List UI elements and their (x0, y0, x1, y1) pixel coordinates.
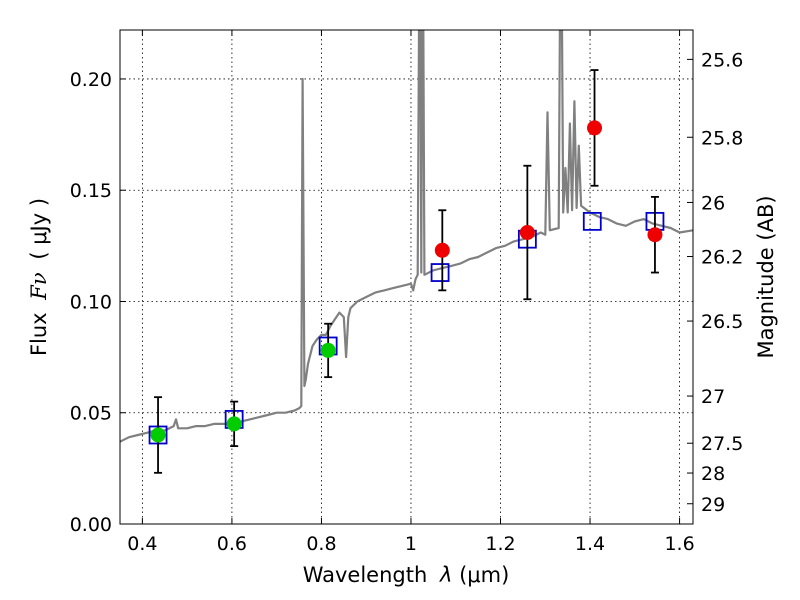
y2-axis-label: Magnitude (AB) (754, 195, 778, 358)
y-tick-label: 0.05 (70, 403, 112, 425)
y2-tick-label: 27 (701, 386, 725, 408)
x-axis-label-text: Wavelength (303, 563, 428, 587)
x-tick-label: 1.6 (664, 533, 694, 555)
plot-frame (119, 29, 694, 525)
plot-background (120, 30, 693, 524)
x-tick-label: 1 (405, 533, 417, 555)
y-axis-label: Flux Fν ( μJy ) (27, 198, 51, 356)
grid (120, 30, 693, 525)
photometry-point (434, 242, 450, 258)
y2-tick-label: 26.5 (701, 311, 743, 333)
y-axis-label-text: Flux (27, 312, 51, 356)
model-photometry-square (582, 211, 602, 231)
x-axis-label: Wavelength λ (μm) (303, 563, 510, 587)
x-tick-label: 0.8 (306, 533, 336, 555)
photometry-point (226, 416, 242, 432)
x-tick-label: 1.2 (485, 533, 515, 555)
y-axis-label-unit: ( μJy ) (27, 198, 51, 260)
x-tick-label: 0.6 (217, 533, 247, 555)
plot-area (120, 30, 693, 474)
y-tick-label: 0.15 (70, 180, 112, 202)
y-tick-label: 0.10 (70, 291, 112, 313)
photometry-point (647, 227, 663, 243)
y2-tick-label: 28 (701, 463, 725, 485)
photometry-point (150, 427, 166, 443)
y2-tick-label: 26.2 (701, 247, 743, 269)
ticks: 0.4 0.6 0.8 1 1.2 1.4 1.6 0.00 0.05 0.10 0.15 0.20 2… (70, 30, 743, 555)
x-tick-label: 0.4 (127, 533, 157, 555)
x-axis-label-symbol: λ (439, 563, 452, 587)
y-tick-label: 0.20 (70, 69, 112, 91)
y2-tick-label: 25.6 (701, 49, 743, 71)
y-axis-label-symbol: Fν (27, 272, 51, 301)
spectrum-line (120, 30, 693, 443)
y2-tick-label: 25.8 (701, 127, 743, 149)
x-tick-label: 1.4 (575, 533, 605, 555)
y2-tick-label: 27.5 (701, 433, 743, 455)
photometry-point (587, 120, 603, 136)
y2-tick-label: 29 (701, 494, 725, 516)
x-axis-label-unit: (μm) (459, 563, 509, 587)
photometry-point (320, 342, 336, 358)
model-photometry-square (430, 263, 450, 282)
y2-tick-label: 26 (701, 192, 725, 214)
y-tick-label: 0.00 (70, 514, 112, 536)
photometry-point (519, 224, 535, 240)
